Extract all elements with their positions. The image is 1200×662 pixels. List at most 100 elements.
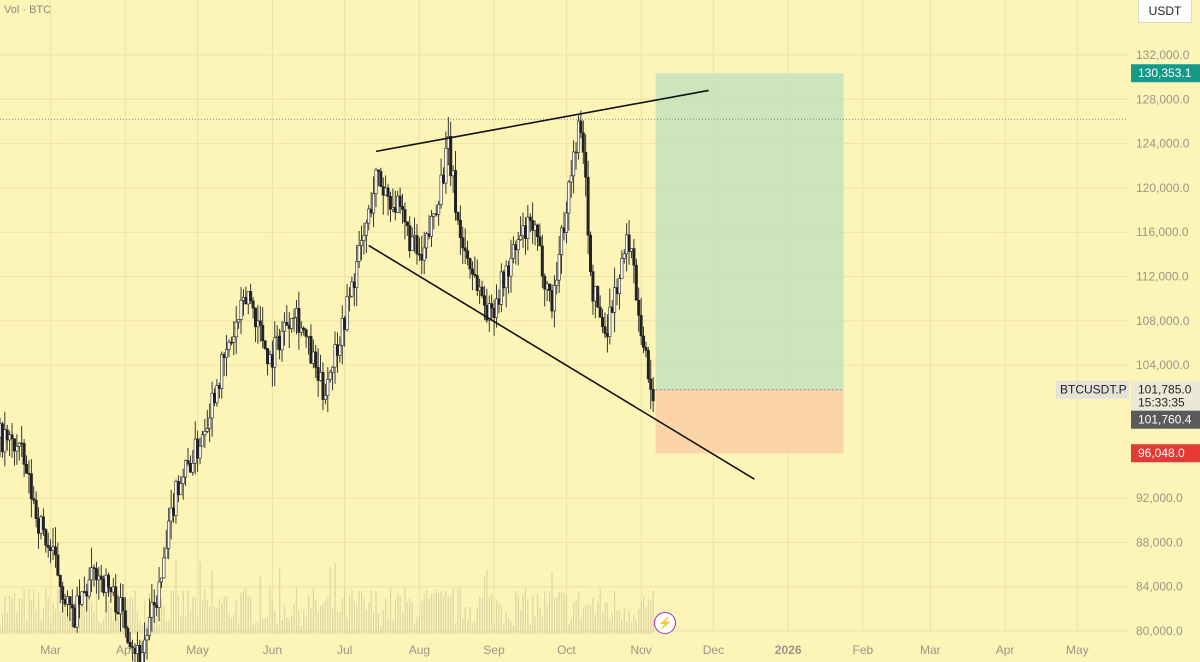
- volume-bar: [491, 593, 493, 634]
- candle-body: [0, 423, 4, 453]
- candle-body: [184, 460, 188, 478]
- candle-body: [422, 247, 426, 261]
- volume-bar: [33, 589, 35, 634]
- candle-body: [492, 308, 496, 318]
- x-tick-label: Feb: [853, 643, 874, 657]
- volume-bar: [11, 598, 13, 634]
- candle-body: [560, 227, 564, 255]
- volume-bar: [481, 597, 483, 634]
- volume-bar: [597, 601, 599, 634]
- candle-body: [172, 507, 176, 516]
- volume-bar: [346, 617, 348, 634]
- candle-body: [5, 429, 9, 441]
- candle-body: [613, 287, 617, 313]
- candle-body: [73, 607, 77, 628]
- volume-bar: [488, 597, 490, 634]
- volume-bar: [274, 610, 276, 634]
- candle-body: [495, 298, 499, 318]
- volume-bar: [13, 593, 16, 634]
- candle-body: [576, 120, 580, 153]
- stop-zone[interactable]: [655, 389, 844, 454]
- volume-bar: [614, 591, 616, 634]
- volume-bar: [139, 621, 141, 634]
- volume-bar: [180, 616, 182, 634]
- target-zone[interactable]: [655, 73, 844, 390]
- candle-body: [509, 257, 513, 277]
- candle-body: [104, 574, 108, 593]
- volume-bar: [416, 617, 418, 634]
- candle-body: [567, 181, 571, 214]
- candle-body: [176, 480, 180, 496]
- candle-body: [39, 516, 43, 534]
- x-tick-label: May: [186, 643, 209, 657]
- candle-body: [584, 151, 588, 178]
- candle-body: [396, 195, 400, 213]
- candle-body: [333, 344, 337, 368]
- candle-body: [68, 596, 72, 605]
- candle-body: [287, 325, 291, 329]
- candle-body: [157, 581, 161, 608]
- candle-body: [569, 175, 573, 183]
- volume-bar: [16, 611, 18, 634]
- candle-body: [627, 234, 631, 252]
- volume-bar: [380, 625, 382, 634]
- candle-body: [644, 347, 648, 351]
- candle-body: [444, 147, 448, 184]
- volume-bar: [457, 588, 459, 634]
- volume-bar: [228, 614, 230, 634]
- candle-body: [617, 278, 621, 295]
- volume-bar: [204, 589, 206, 634]
- lightning-bolt-icon[interactable]: ⚡: [654, 612, 676, 634]
- volume-bar: [238, 622, 240, 634]
- candle-body: [425, 233, 429, 249]
- volume-bar: [254, 622, 257, 634]
- volume-bar: [199, 561, 201, 634]
- candle-body: [10, 434, 14, 440]
- volume-bar: [445, 591, 447, 634]
- candle-body: [398, 195, 402, 207]
- volume-bar: [88, 597, 90, 634]
- candle-body: [591, 271, 595, 302]
- candle-body: [651, 389, 655, 402]
- target-price-badge: 130,353.1: [1138, 66, 1192, 80]
- volume-bar: [175, 561, 177, 634]
- lower-trendline[interactable]: [368, 244, 755, 480]
- candle-body: [239, 300, 243, 320]
- candle-body: [376, 169, 380, 172]
- volume-bar: [163, 606, 165, 634]
- candle-body: [213, 392, 217, 404]
- candle-body: [114, 586, 118, 613]
- volume-bar: [189, 611, 192, 634]
- volume-bar: [312, 587, 315, 634]
- volume-bar: [28, 589, 30, 634]
- volume-bar: [433, 593, 435, 634]
- candle-body: [123, 610, 127, 629]
- volume-bar: [621, 619, 623, 634]
- volume-bar: [129, 596, 131, 634]
- volume-bar: [524, 586, 527, 634]
- volume-bar: [370, 590, 372, 634]
- y-tick-label: 84,000.0: [1136, 580, 1183, 594]
- candle-body: [27, 472, 31, 475]
- currency-unit-button[interactable]: USDT: [1138, 0, 1192, 23]
- candle-body: [528, 216, 532, 221]
- candle-body: [311, 351, 315, 364]
- volume-bar: [339, 612, 341, 634]
- x-tick-label: Apr: [116, 643, 135, 657]
- candle-body: [32, 498, 36, 501]
- candle-body: [61, 586, 65, 600]
- volume-bar: [372, 612, 375, 634]
- volume-bar: [544, 591, 546, 634]
- volume-bar: [213, 606, 216, 634]
- volume-bar: [184, 616, 187, 634]
- volume-bar: [385, 598, 387, 634]
- candle-body: [278, 335, 282, 351]
- upper-trendline[interactable]: [375, 89, 709, 153]
- candle-body: [116, 611, 120, 615]
- y-tick-label: 104,000.0: [1136, 358, 1190, 372]
- candle-body: [543, 275, 547, 290]
- candle-body: [350, 281, 354, 297]
- volume-bar: [201, 600, 204, 634]
- volume-bar: [440, 591, 442, 634]
